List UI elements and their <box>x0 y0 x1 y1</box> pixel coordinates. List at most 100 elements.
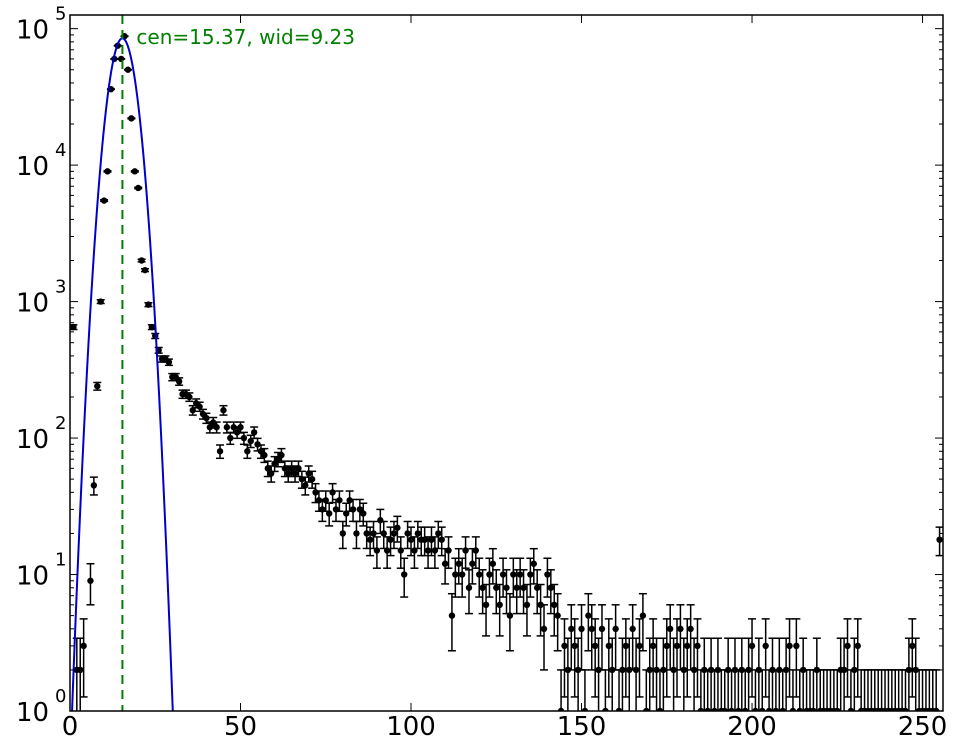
x-tick-label: 250 <box>898 712 948 742</box>
data-marker <box>847 707 855 711</box>
data-marker <box>325 510 333 517</box>
data-point <box>100 197 109 204</box>
data-point <box>127 115 136 122</box>
data-marker <box>796 707 803 711</box>
data-marker <box>510 571 517 578</box>
data-marker <box>97 298 104 305</box>
data-marker <box>186 393 193 401</box>
y-tick-base: 10 <box>16 698 49 728</box>
data-marker <box>380 530 387 537</box>
data-point <box>659 637 668 711</box>
fit-annotation: cen=15.37, wid=9.23 <box>136 25 355 49</box>
data-marker <box>189 407 196 414</box>
data-marker <box>285 470 292 477</box>
data-marker <box>612 625 619 633</box>
x-tick-label: 0 <box>62 712 79 742</box>
data-point <box>175 377 184 386</box>
data-marker <box>622 642 630 650</box>
y-tick-label: 10 5 <box>16 4 66 46</box>
data-marker <box>421 536 428 543</box>
data-marker <box>834 707 841 711</box>
data-marker <box>765 707 773 711</box>
data-marker <box>70 323 77 331</box>
data-marker <box>854 642 861 650</box>
data-point <box>540 604 549 671</box>
data-point <box>638 592 647 652</box>
data-marker <box>397 547 404 554</box>
data-marker <box>677 625 684 633</box>
y-tick-exponent: 3 <box>55 277 66 298</box>
data-marker <box>772 707 780 711</box>
data-marker <box>291 470 299 477</box>
data-point <box>216 444 225 460</box>
data-point <box>144 301 153 308</box>
data-marker <box>482 601 490 609</box>
data-marker <box>308 475 316 483</box>
data-point <box>123 66 132 73</box>
data-marker <box>499 571 507 578</box>
data-marker <box>636 642 643 650</box>
data-point <box>137 257 146 264</box>
data-marker <box>660 666 667 674</box>
data-marker <box>619 666 626 674</box>
data-point <box>226 431 235 446</box>
data-marker <box>104 168 111 175</box>
data-marker <box>128 115 135 122</box>
data-point <box>570 618 579 698</box>
data-marker <box>295 465 302 472</box>
data-marker <box>428 536 435 543</box>
data-point <box>529 547 538 585</box>
data-marker <box>458 571 466 578</box>
data-marker <box>360 510 367 517</box>
data-marker <box>568 625 575 633</box>
data-point <box>618 637 627 711</box>
data-marker <box>223 424 231 431</box>
data-marker <box>486 571 493 578</box>
data-point <box>492 569 501 615</box>
data-point <box>444 536 453 569</box>
data-point <box>543 557 552 598</box>
data-point <box>389 520 398 550</box>
data-marker <box>220 407 227 414</box>
data-point <box>277 447 286 464</box>
data-marker <box>377 517 384 524</box>
data-marker <box>602 707 609 711</box>
y-tick-exponent: 2 <box>55 413 66 434</box>
data-marker <box>271 460 278 467</box>
data-point <box>679 637 688 711</box>
data-marker <box>551 601 558 609</box>
data-marker <box>615 707 623 711</box>
data-marker <box>745 666 752 674</box>
data-marker <box>250 429 258 436</box>
data-marker <box>261 451 268 459</box>
data-point <box>260 447 269 464</box>
data-point <box>294 460 303 478</box>
data-marker <box>735 707 742 711</box>
data-point <box>604 618 613 698</box>
data-marker <box>407 536 415 543</box>
data-marker <box>400 571 408 578</box>
data-point <box>516 557 525 598</box>
data-marker <box>503 584 510 591</box>
y-tick-base: 10 <box>16 562 49 592</box>
data-layer <box>70 33 943 711</box>
data-marker <box>349 506 357 513</box>
data-marker <box>585 612 592 619</box>
data-marker <box>527 571 534 578</box>
data-marker <box>936 536 943 543</box>
data-marker <box>516 571 524 578</box>
data-point <box>522 583 531 637</box>
data-point <box>274 451 283 468</box>
data-point <box>485 557 494 598</box>
data-marker <box>932 707 940 711</box>
data-point <box>932 669 941 711</box>
data-marker <box>216 448 224 455</box>
data-marker <box>711 707 718 711</box>
data-marker <box>394 524 401 531</box>
data-marker <box>387 536 394 543</box>
data-point <box>748 618 757 698</box>
data-marker <box>472 547 480 554</box>
data-point <box>219 404 228 416</box>
data-marker <box>680 666 688 674</box>
data-point <box>403 520 412 550</box>
